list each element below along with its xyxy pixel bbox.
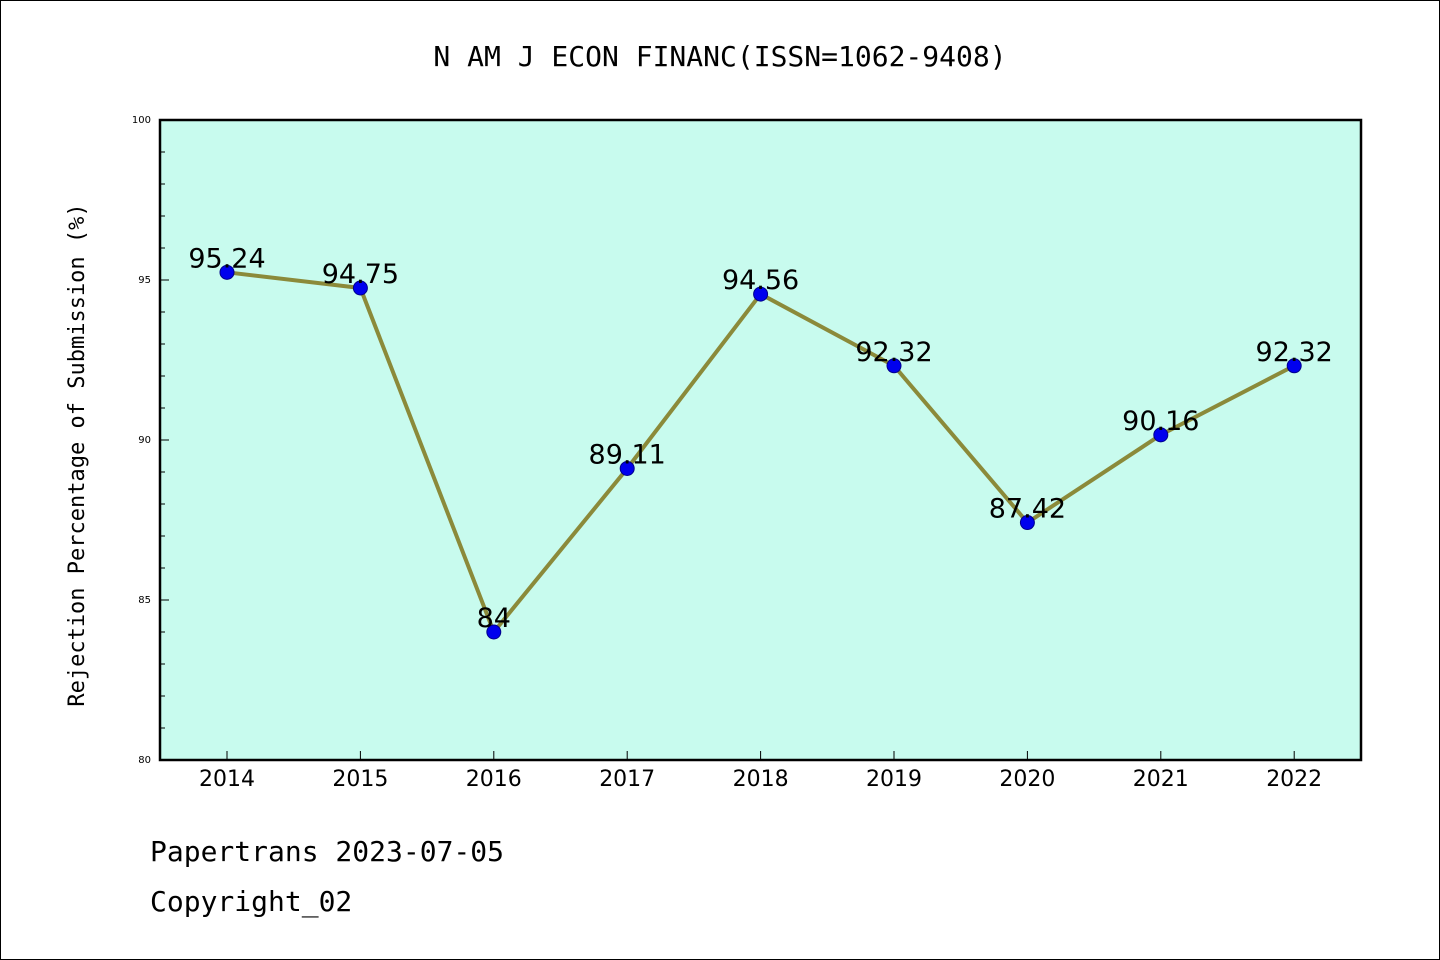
data-point bbox=[753, 286, 769, 302]
data-point bbox=[352, 280, 368, 296]
x-tick-label: 2019 bbox=[866, 767, 922, 792]
y-tick-label: 90 bbox=[138, 435, 151, 446]
data-point bbox=[1286, 358, 1302, 374]
y-axis-label: Rejection Percentage of Submission (%) bbox=[65, 203, 90, 706]
data-point bbox=[486, 624, 502, 640]
y-tick-label: 100 bbox=[132, 115, 151, 126]
x-tick-label: 2021 bbox=[1133, 767, 1189, 792]
plot-area bbox=[158, 118, 1363, 762]
data-labels: 95.24 94.75 84 89.11 94.56 92.32 87.42 90.16 92.… bbox=[188, 243, 1332, 634]
data-label: 90.16 bbox=[1122, 406, 1199, 437]
x-tick-label: 2017 bbox=[599, 767, 655, 792]
x-tick-label: 2020 bbox=[999, 767, 1055, 792]
data-label: 87.42 bbox=[989, 494, 1066, 525]
x-tick-label: 2018 bbox=[733, 767, 789, 792]
data-label: 95.24 bbox=[188, 243, 265, 274]
data-label: 84 bbox=[477, 603, 511, 634]
y-tick-label: 85 bbox=[138, 595, 151, 606]
data-label: 94.56 bbox=[722, 265, 799, 296]
data-point bbox=[619, 460, 635, 476]
data-point bbox=[1153, 427, 1169, 443]
data-point bbox=[219, 264, 235, 280]
data-label: 92.32 bbox=[1256, 337, 1333, 368]
y-axis: 80 85 90 95 100 bbox=[132, 115, 169, 766]
x-tick-label: 2016 bbox=[466, 767, 522, 792]
data-label: 89.11 bbox=[589, 439, 666, 470]
y-tick-label: 80 bbox=[138, 755, 151, 766]
source-note: Papertrans 2023-07-05 bbox=[150, 835, 505, 868]
data-label: 94.75 bbox=[322, 259, 399, 290]
series-rejection-rate bbox=[219, 264, 1302, 640]
y-tick-label: 95 bbox=[138, 275, 151, 286]
x-tick-label: 2015 bbox=[332, 767, 388, 792]
chart-title: N AM J ECON FINANC(ISSN=1062-9408) bbox=[433, 40, 1006, 73]
x-tick-label: 2022 bbox=[1266, 767, 1322, 792]
data-label: 92.32 bbox=[855, 337, 932, 368]
x-tick-label: 2014 bbox=[199, 767, 255, 792]
copyright-note: Copyright_02 bbox=[150, 885, 353, 918]
data-point bbox=[1019, 515, 1035, 531]
x-axis: 2014 2015 2016 2017 2018 2019 2020 2021 2022 bbox=[199, 751, 1322, 792]
data-point bbox=[886, 358, 902, 374]
